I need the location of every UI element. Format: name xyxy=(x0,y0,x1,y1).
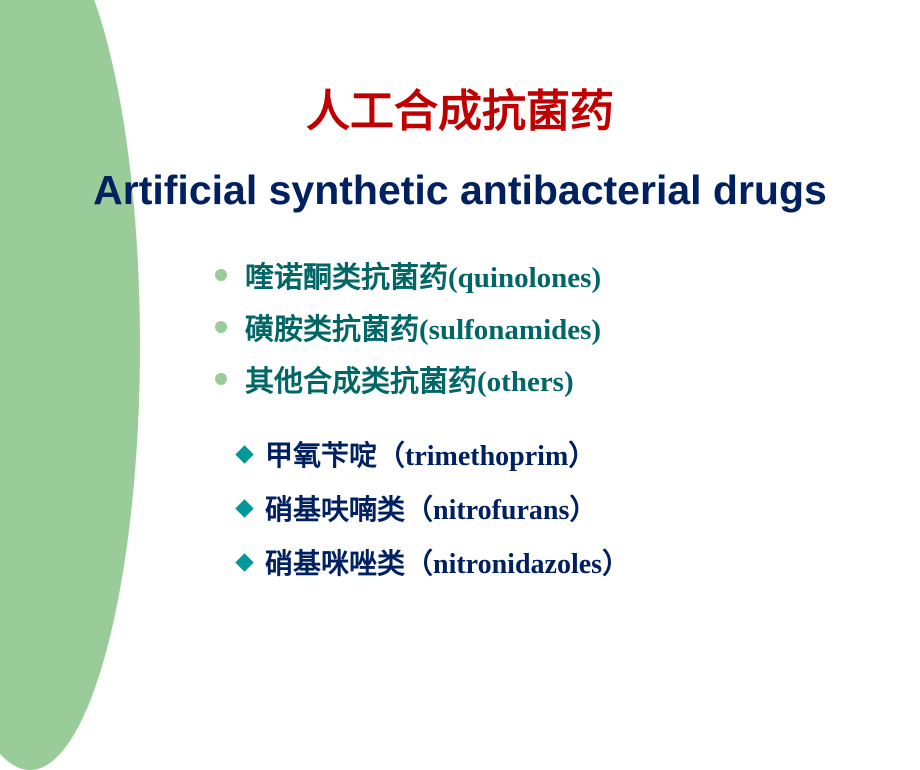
list-item: 磺胺类抗菌药(sulfonamides) xyxy=(215,306,920,348)
sub-list-item-label: 硝基呋喃类（nitrofurans） xyxy=(265,488,597,528)
bullet-icon xyxy=(215,321,227,333)
sub-list-item: 硝基咪唑类（nitronidazoles） xyxy=(238,542,920,582)
sub-list-item-label: 甲氧苄啶（trimethoprim） xyxy=(265,434,596,474)
list-item-label: 其他合成类抗菌药(others) xyxy=(245,358,574,400)
diamond-icon xyxy=(235,445,253,463)
title-english: Artificial synthetic antibacterial drugs xyxy=(0,167,920,214)
sub-list-item-label: 硝基咪唑类（nitronidazoles） xyxy=(265,542,630,582)
list-item-label: 磺胺类抗菌药(sulfonamides) xyxy=(245,306,601,348)
title-chinese: 人工合成抗菌药 xyxy=(0,75,920,139)
list-item: 喹诺酮类抗菌药(quinolones) xyxy=(215,254,920,296)
list-item-label: 喹诺酮类抗菌药(quinolones) xyxy=(245,254,601,296)
sub-list-item: 硝基呋喃类（nitrofurans） xyxy=(238,488,920,528)
bullet-icon xyxy=(215,269,227,281)
bullet-icon xyxy=(215,373,227,385)
slide-content: 人工合成抗菌药 Artificial synthetic antibacteri… xyxy=(0,0,920,690)
sub-list: 甲氧苄啶（trimethoprim） 硝基呋喃类（nitrofurans） 硝基… xyxy=(238,434,920,582)
sub-list-item: 甲氧苄啶（trimethoprim） xyxy=(238,434,920,474)
list-item: 其他合成类抗菌药(others) xyxy=(215,358,920,400)
main-list: 喹诺酮类抗菌药(quinolones) 磺胺类抗菌药(sulfonamides)… xyxy=(215,254,920,400)
diamond-icon xyxy=(235,499,253,517)
diamond-icon xyxy=(235,553,253,571)
